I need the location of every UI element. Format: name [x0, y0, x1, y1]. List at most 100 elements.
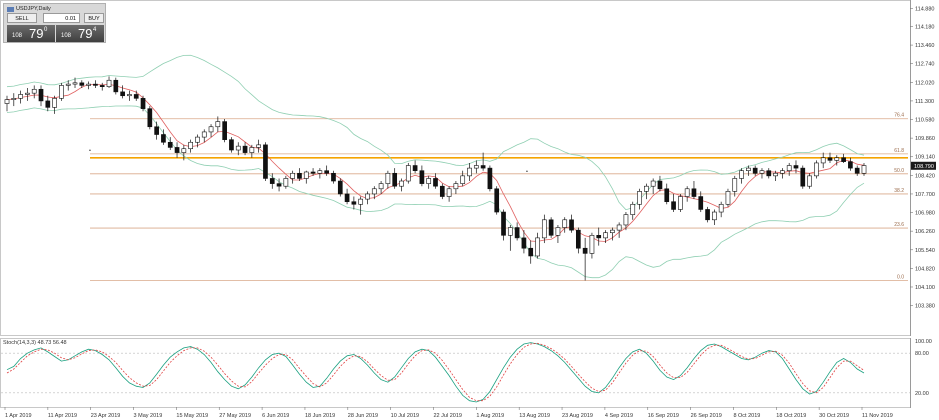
x-tick-label: 23 Apr 2019 — [91, 413, 121, 419]
candle-body — [337, 180, 343, 195]
candle-body — [786, 165, 792, 171]
stoch-y-tick-label: 80.00 — [915, 351, 929, 357]
candle-body — [732, 178, 738, 192]
candle-body — [263, 144, 268, 179]
y-tick-label: 109.860 — [915, 136, 935, 142]
candle-body — [841, 157, 846, 162]
candle-body — [38, 88, 44, 102]
one-click-trading-panel: USDJPY,Daily SELL 0.01 BUY 108 79 0 108 … — [3, 3, 106, 43]
candle-body — [52, 98, 57, 108]
y-tick-label: 112.740 — [915, 62, 934, 68]
candle-body — [99, 85, 105, 87]
candle-body — [120, 91, 125, 97]
candle-body — [249, 147, 255, 153]
candle-body — [4, 99, 10, 104]
x-tick-label: 18 Jun 2019 — [305, 413, 335, 419]
candle-body — [460, 175, 466, 184]
candle-body — [820, 157, 826, 164]
candle-body — [752, 167, 758, 174]
candle-body — [494, 188, 500, 213]
x-tick-label: 1 Apr 2019 — [5, 413, 32, 419]
candle-body — [650, 180, 656, 187]
stoch-y-tick-label: 100.00 — [915, 339, 932, 345]
candle-body — [562, 219, 568, 228]
candle-body — [467, 167, 472, 177]
x-tick-label: 6 Jun 2019 — [262, 413, 289, 419]
fib-level-label: 61.8 — [894, 148, 904, 154]
x-tick-label: 30 Oct 2019 — [819, 413, 849, 419]
y-tick-label: 110.580 — [915, 118, 934, 124]
candle-body — [705, 209, 710, 221]
candle-body — [725, 191, 731, 205]
lot-size-input[interactable]: 0.01 — [43, 13, 80, 23]
buy-price-button[interactable]: 108 79 4 — [56, 25, 104, 42]
stoch-indicator-title: Stoch(14,3,3) 48.73 56.48 — [3, 340, 67, 346]
y-tick-label: 106.260 — [915, 229, 935, 235]
candle-body — [514, 227, 520, 239]
candle-body — [575, 229, 581, 249]
x-tick-label: 16 Sep 2019 — [648, 413, 679, 419]
bollinger-upper-band — [6, 54, 865, 211]
candle-body — [800, 167, 806, 187]
candle-body — [637, 191, 642, 205]
candle-body — [11, 98, 17, 100]
candle-body — [596, 235, 602, 239]
candle-body — [351, 201, 357, 205]
y-tick-label: 114.180 — [915, 24, 934, 30]
current-price-tag — [911, 161, 936, 170]
candle-body — [691, 188, 697, 197]
buy-button[interactable]: BUY — [84, 13, 104, 23]
fib-level-label: 76.4 — [894, 113, 904, 119]
candle-body — [684, 188, 690, 197]
candle-body — [439, 185, 445, 197]
sell-button[interactable]: SELL — [7, 13, 37, 23]
candle-body — [773, 172, 778, 177]
y-tick-label: 103.380 — [915, 304, 935, 310]
candle-body — [147, 108, 153, 128]
candle-body — [358, 198, 364, 205]
candle-body — [25, 92, 30, 95]
candle-body — [548, 219, 554, 236]
candle-body — [657, 180, 663, 190]
candle-body — [664, 188, 670, 203]
symbol-icon — [7, 6, 14, 12]
candle-body — [861, 165, 867, 174]
x-tick-label: 8 Oct 2019 — [733, 413, 760, 419]
candle-body — [671, 201, 676, 210]
x-tick-label: 27 May 2019 — [219, 413, 251, 419]
candle-body — [188, 141, 193, 150]
candle-body — [310, 171, 316, 174]
candle-body — [487, 167, 493, 190]
candle-body — [113, 79, 119, 93]
y-tick-label: 108.420 — [915, 173, 935, 179]
sell-price-fraction: 0 — [44, 27, 48, 33]
x-tick-label: 23 Aug 2019 — [562, 413, 593, 419]
candle-body — [610, 229, 615, 234]
x-tick-label: 26 Sep 2019 — [691, 413, 722, 419]
candle-body — [229, 139, 234, 151]
candle-body — [365, 193, 370, 200]
candle-body — [480, 165, 486, 169]
candle-body — [59, 85, 64, 99]
y-tick-label: 104.820 — [915, 266, 935, 272]
candle-body — [140, 98, 146, 109]
candle-body — [18, 94, 23, 99]
candle-body — [344, 193, 350, 203]
candle-body — [72, 82, 78, 85]
candle-body — [235, 145, 241, 151]
stoch-signal-line — [6, 342, 865, 402]
candle-body — [405, 165, 411, 182]
x-tick-label: 1 Aug 2019 — [476, 413, 504, 419]
candle-body — [807, 175, 812, 187]
sell-price-button[interactable]: 108 79 0 — [7, 25, 55, 42]
candle-body — [766, 170, 772, 177]
x-tick-label: 11 Apr 2019 — [48, 413, 77, 419]
candle-body — [222, 121, 227, 140]
panel-title: USDJPY,Daily — [7, 6, 51, 12]
candle-body — [507, 227, 513, 236]
x-tick-label: 11 Nov 2019 — [862, 413, 893, 419]
candle-body — [698, 196, 704, 210]
y-tick-label: 107.700 — [915, 192, 935, 198]
marker-dot: • — [89, 148, 91, 154]
buy-price-prefix: 108 — [61, 33, 72, 39]
